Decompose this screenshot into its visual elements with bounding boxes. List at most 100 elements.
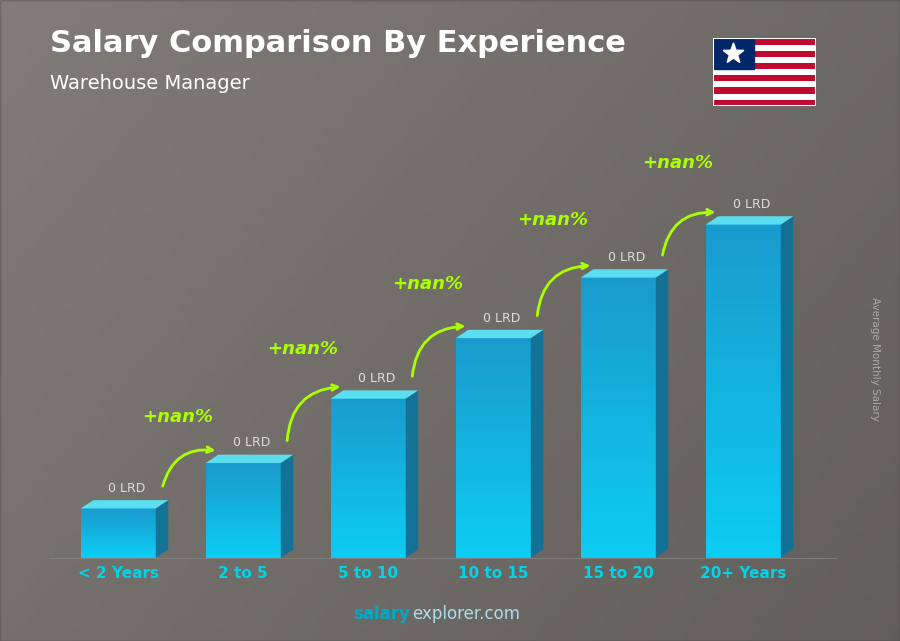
Bar (81, 533, 156, 535)
Bar (580, 508, 656, 515)
Bar (81, 510, 156, 511)
Bar (455, 497, 531, 503)
Bar (81, 526, 156, 527)
Polygon shape (81, 500, 168, 508)
Bar (81, 542, 156, 544)
Bar (580, 403, 656, 411)
Bar (331, 454, 406, 458)
Bar (81, 529, 156, 531)
Bar (331, 462, 406, 466)
Bar (331, 410, 406, 415)
Bar (455, 524, 531, 530)
Bar (81, 534, 156, 535)
Text: Average Monthly Salary: Average Monthly Salary (869, 297, 880, 421)
Bar (706, 333, 781, 341)
Bar (206, 548, 281, 551)
Bar (206, 534, 281, 537)
Text: Salary Comparison By Experience: Salary Comparison By Experience (50, 29, 625, 58)
Text: +nan%: +nan% (642, 154, 713, 172)
Bar (331, 497, 406, 502)
Bar (455, 458, 531, 464)
Bar (706, 458, 781, 466)
Bar (706, 474, 781, 483)
Bar (706, 515, 781, 524)
Text: 0 LRD: 0 LRD (483, 312, 521, 324)
Bar (81, 530, 156, 532)
Bar (706, 383, 781, 391)
Bar (206, 550, 281, 553)
Bar (81, 510, 156, 512)
Bar (455, 464, 531, 470)
Bar (455, 431, 531, 437)
Bar (81, 528, 156, 529)
Bar (455, 398, 531, 404)
Text: Warehouse Manager: Warehouse Manager (50, 74, 249, 93)
Bar (455, 475, 531, 481)
Bar (580, 333, 656, 340)
Bar (706, 291, 781, 299)
Bar (580, 326, 656, 333)
Polygon shape (706, 216, 793, 224)
Bar (580, 459, 656, 467)
Bar (706, 499, 781, 508)
Bar (580, 389, 656, 397)
Bar (455, 519, 531, 525)
Bar (706, 316, 781, 324)
Bar (206, 465, 281, 468)
Bar (580, 487, 656, 495)
Text: +nan%: +nan% (267, 340, 338, 358)
Bar (580, 277, 656, 285)
Bar (580, 312, 656, 320)
Bar (580, 537, 656, 544)
Bar (713, 81, 816, 87)
Bar (81, 537, 156, 538)
Text: 0 LRD: 0 LRD (358, 372, 396, 385)
Bar (81, 515, 156, 517)
Text: salary: salary (353, 605, 410, 623)
Bar (455, 442, 531, 448)
Bar (713, 75, 816, 81)
Bar (331, 486, 406, 490)
Bar (331, 470, 406, 474)
Bar (331, 506, 406, 510)
Bar (455, 447, 531, 453)
Bar (206, 487, 281, 489)
Bar (206, 515, 281, 517)
Polygon shape (455, 330, 544, 338)
Bar (706, 324, 781, 333)
Bar (455, 420, 531, 426)
Bar (81, 512, 156, 513)
Polygon shape (406, 390, 419, 558)
Bar (206, 484, 281, 487)
Bar (713, 45, 816, 51)
Bar (331, 458, 406, 462)
Bar (713, 57, 816, 63)
Bar (331, 430, 406, 435)
Bar (455, 552, 531, 558)
Bar (206, 503, 281, 506)
Bar (706, 283, 781, 291)
Bar (713, 63, 816, 69)
Bar (706, 416, 781, 424)
Bar (455, 503, 531, 508)
Polygon shape (724, 43, 743, 63)
Bar (81, 508, 156, 510)
Bar (206, 531, 281, 534)
Bar (580, 291, 656, 299)
Bar (81, 513, 156, 515)
Polygon shape (206, 454, 293, 463)
Text: 0 LRD: 0 LRD (108, 482, 146, 495)
Bar (455, 541, 531, 547)
Bar (580, 347, 656, 354)
Bar (331, 549, 406, 554)
Bar (580, 417, 656, 424)
Bar (331, 450, 406, 454)
Bar (706, 399, 781, 408)
Bar (455, 354, 531, 360)
Bar (331, 529, 406, 534)
Bar (706, 341, 781, 349)
Bar (455, 415, 531, 420)
Bar (206, 463, 281, 465)
Bar (455, 360, 531, 365)
Bar (706, 274, 781, 283)
